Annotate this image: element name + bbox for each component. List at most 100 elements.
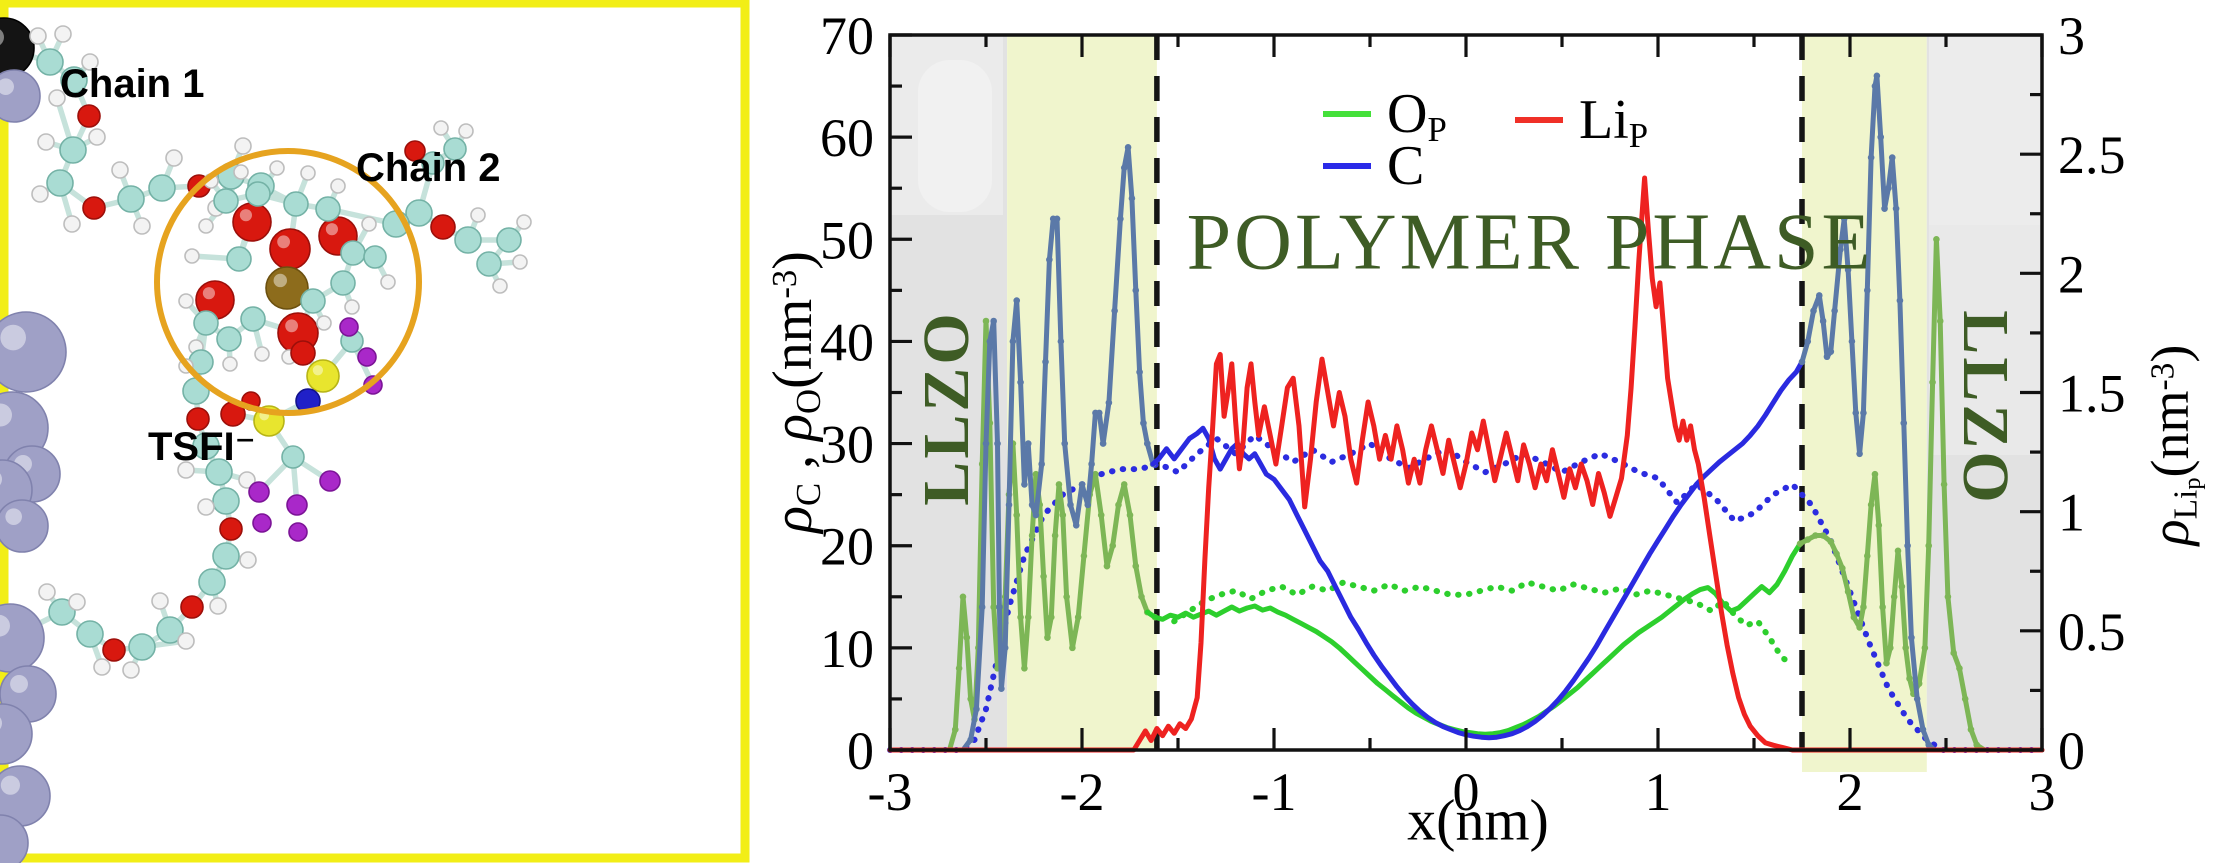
series-O-P-polymer-oxygen-density-solid--marker	[1047, 613, 1055, 621]
series-O-P-polymer-oxygen-density-solid--marker	[1973, 741, 1981, 749]
series-C-polymer-carbon-density-solid--marker	[1042, 358, 1049, 366]
series-C-polymer-carbon-density-solid--marker	[1881, 205, 1888, 212]
series-O-P-polymer-oxygen-density-solid--marker	[951, 726, 959, 733]
atom-C	[421, 151, 445, 175]
atom-highlight	[0, 775, 20, 795]
atom-P	[0, 311, 67, 393]
atom-C	[76, 620, 104, 648]
series-C-polymer-carbon-density-solid--marker	[1001, 644, 1009, 652]
atom-C	[59, 136, 87, 164]
series-O-P-polymer-oxygen-density-solid--marker	[1844, 588, 1852, 595]
atom-C	[363, 245, 387, 269]
atom-H	[330, 178, 346, 194]
legend-swatch-lip	[1515, 117, 1563, 124]
atom-F	[288, 522, 308, 542]
series-O-P-polymer-oxygen-density-solid--marker	[1967, 726, 1975, 733]
atom-H	[178, 293, 194, 309]
series-O-P-polymer-oxygen-density-solid--marker	[1950, 649, 1957, 657]
series-C-polymer-carbon-density-solid--marker	[1885, 184, 1892, 192]
series-C-polymer-carbon-density-solid--marker	[986, 338, 994, 345]
series-O-P-polymer-oxygen-density-solid--marker	[967, 695, 974, 703]
series-C-polymer-carbon-density-solid--marker	[1840, 215, 1848, 223]
series-C-polymer-carbon-density-solid--marker	[1105, 399, 1113, 407]
atom-H	[81, 53, 99, 71]
atom-P	[0, 499, 49, 553]
chain2-label: Chain 2	[356, 146, 501, 190]
series-O-P-polymer-oxygen-density-solid--marker	[1021, 664, 1028, 672]
atom-O	[290, 340, 316, 366]
series-O-P-polymer-oxygen-density-solid--marker	[1883, 659, 1890, 667]
atom-C	[240, 306, 266, 332]
series-C-polymer-carbon-density-solid--marker	[1028, 501, 1036, 509]
series-O-P-polymer-oxygen-density-solid--marker	[1051, 532, 1059, 539]
atom-H	[316, 315, 332, 331]
series-C-polymer-carbon-density-solid--marker	[1136, 368, 1143, 376]
atom-H	[470, 207, 486, 223]
atom-O	[77, 104, 101, 128]
series-O-P-polymer-oxygen-density-solid--marker	[1013, 511, 1021, 519]
series-O-P-polymer-oxygen-density-solid--marker	[1074, 613, 1082, 621]
atom-C	[198, 568, 226, 596]
legend-swatch-c	[1323, 163, 1371, 170]
series-C-polymer-carbon-density-solid--marker	[1021, 481, 1028, 488]
atom-H	[88, 128, 106, 146]
series-C-polymer-carbon-density-solid--marker	[1032, 511, 1040, 519]
atom-F	[357, 347, 377, 367]
atom-C	[245, 181, 271, 207]
atom-H	[433, 120, 449, 136]
series-O-P-polymer-oxygen-density-solid--marker	[1936, 317, 1944, 325]
tick-label: 2	[2058, 244, 2085, 304]
series-C-polymer-carbon-density-solid--marker	[1132, 287, 1140, 294]
series-O-P-polymer-oxygen-density-solid--marker	[1863, 552, 1871, 560]
atom-H	[222, 356, 238, 372]
atom-highlight	[285, 319, 298, 333]
series-C-polymer-carbon-density-solid--marker	[978, 603, 986, 611]
atom-H	[254, 346, 270, 362]
tick-label: 70	[820, 6, 874, 66]
atom-highlight	[5, 508, 22, 525]
atom-O	[180, 595, 204, 619]
legend-item-c: C	[1323, 134, 1424, 198]
molecule-rendering	[0, 0, 750, 863]
series-O-P-polymer-oxygen-density-solid--marker	[1040, 573, 1047, 580]
series-O-P-polymer-oxygen-density-solid--marker	[1833, 550, 1840, 558]
atom-highlight	[312, 365, 323, 376]
series-C-polymer-carbon-density-solid--marker	[1017, 378, 1024, 386]
atom-C	[193, 310, 219, 336]
series-O-P-polymer-oxygen-density-solid--marker	[1080, 552, 1088, 560]
atom-C	[281, 445, 305, 469]
series-C-polymer-carbon-density-solid--marker	[1117, 215, 1124, 223]
tick-label: 1.5	[2058, 364, 2126, 424]
series-O-P-polymer-oxygen-density-solid--marker	[1860, 603, 1867, 611]
series-O-P-polymer-oxygen-density-solid--marker	[1017, 613, 1024, 621]
atom-S	[306, 359, 340, 393]
series-O-P-polymer-oxygen-density-solid--marker	[1925, 542, 1933, 550]
atom-H	[54, 25, 72, 43]
series-C-polymer-carbon-density-solid--marker	[1095, 409, 1103, 417]
atom-H	[234, 137, 252, 155]
series-C-polymer-carbon-density-solid--marker	[1848, 338, 1856, 345]
series-O-P-polymer-oxygen-density-solid--marker	[1867, 501, 1875, 509]
series-O-P-polymer-oxygen-density-solid--marker	[1887, 644, 1894, 652]
atom-C	[476, 251, 502, 277]
atom-P	[0, 703, 33, 765]
molecule-panel: Chain 1 Chain 2 TSFI⁻	[0, 0, 753, 863]
series-O-P-polymer-oxygen-density-solid--marker	[1097, 511, 1105, 519]
tick-label: 10	[820, 619, 874, 679]
series-C-polymer-carbon-density-solid--marker	[1815, 292, 1823, 299]
series-O-P-polymer-oxygen-density-solid--marker	[1875, 521, 1883, 529]
atom-P	[0, 814, 29, 863]
series-C-polymer-carbon-density-solid--marker	[1798, 358, 1806, 366]
series-O-P-polymer-oxygen-density-solid--marker	[1059, 511, 1067, 519]
series-C-polymer-carbon-density-solid--marker	[1819, 317, 1827, 325]
series-O-P-polymer-oxygen-density-solid--marker	[1028, 532, 1036, 539]
atom-C	[212, 487, 240, 515]
tick-label: 2.5	[2058, 125, 2126, 185]
series-O-P-polymer-oxygen-density-solid--marker	[1850, 613, 1858, 621]
atom-O	[269, 228, 311, 270]
tsfi-anion-label: TSFI⁻	[148, 425, 256, 469]
tick-label: 1	[1645, 762, 1672, 822]
polymer-phase-annotation: POLYMER PHASE	[1186, 198, 1874, 287]
series-O-P-polymer-oxygen-density-solid--marker	[1804, 536, 1812, 543]
